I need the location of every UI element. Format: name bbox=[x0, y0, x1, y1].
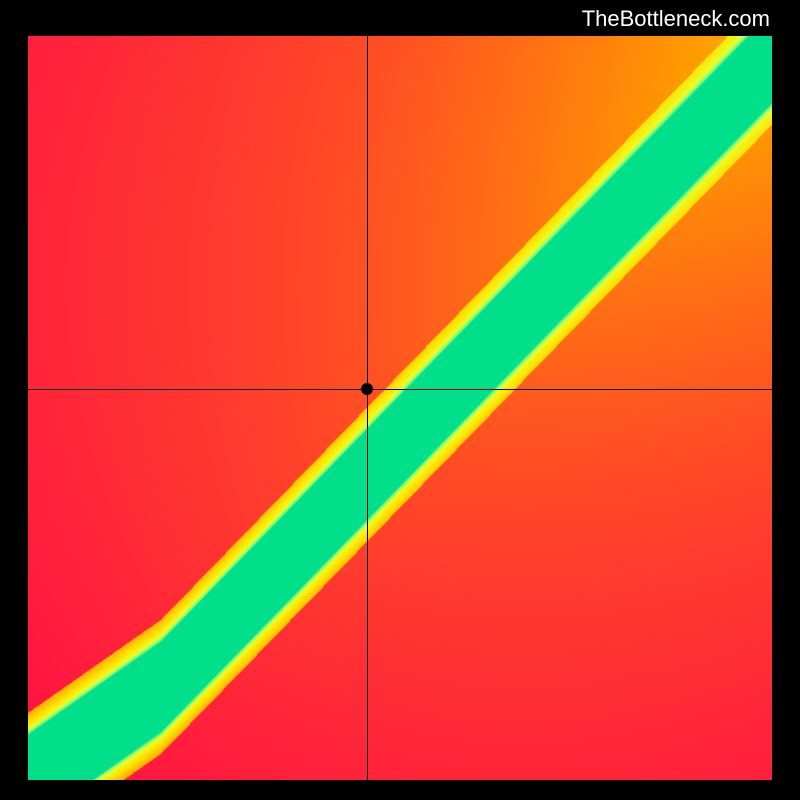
heatmap-canvas bbox=[28, 36, 772, 780]
watermark-text: TheBottleneck.com bbox=[582, 6, 770, 32]
heatmap-plot bbox=[28, 36, 772, 780]
crosshair-vertical bbox=[367, 36, 368, 780]
crosshair-horizontal bbox=[28, 389, 772, 390]
marker-dot bbox=[361, 383, 373, 395]
